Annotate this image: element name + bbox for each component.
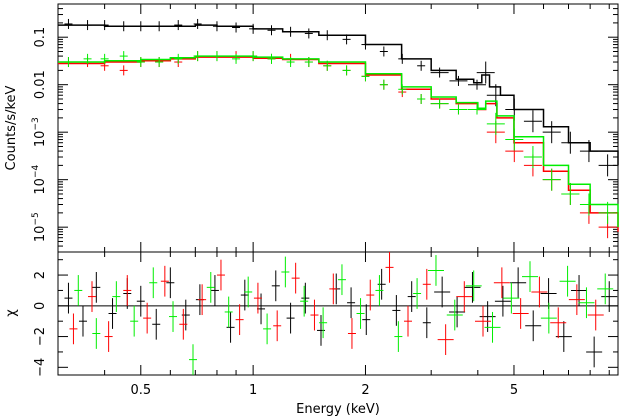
x-tick-label: 0.5 (130, 383, 151, 398)
residuals-axis-ticks: 2 0 −2 −4 0.5 1 2 5 (33, 252, 618, 398)
residuals-y-tick-label: 2 (33, 271, 48, 279)
x-tick-label: 1 (249, 383, 257, 398)
residuals-series-1 (69, 252, 604, 356)
residuals-y-axis-label: χ (4, 309, 19, 317)
spectrum-y-tick-label: 0.1 (33, 27, 48, 48)
residuals-series-0 (64, 267, 618, 368)
spectrum-y-axis-label: Counts/s/keV (4, 85, 19, 170)
spectrum-model-line-2 (58, 55, 619, 228)
spectrum-y-tick-label: 0.01 (33, 70, 48, 99)
spectrum-panel: 0.1 0.01 10−3 10−4 10−5 Counts/s/keV (4, 3, 619, 253)
spectrum-series-group (58, 18, 619, 239)
spectrum-axis-ticks: 0.1 0.01 10−3 10−4 10−5 (31, 3, 618, 253)
residuals-y-tick-label: −2 (33, 327, 48, 346)
spectrum-series-2 (58, 51, 619, 228)
spectrum-series-0 (58, 18, 619, 177)
spectrum-series-1 (58, 51, 619, 239)
spectrum-model-line-0 (58, 24, 619, 166)
spectrum-model-line-1 (58, 56, 619, 232)
residuals-y-tick-label: 0 (33, 302, 48, 310)
spectrum-y-tick-label: 10−4 (31, 165, 48, 195)
residuals-y-tick-label: −4 (33, 358, 48, 377)
residuals-panel-frame (57, 251, 619, 376)
spectrum-y-tick-label: 10−5 (31, 212, 48, 242)
x-tick-label: 5 (510, 383, 518, 398)
x-axis-label: Energy (keV) (296, 402, 380, 417)
residuals-panel: 2 0 −2 −4 0.5 1 2 5 χ Energy (keV) (4, 251, 619, 417)
residuals-series-group (64, 252, 618, 375)
residuals-series-2 (74, 255, 614, 375)
spectrum-panel-frame (57, 3, 619, 253)
x-tick-label: 2 (361, 383, 369, 398)
spectrum-y-tick-label: 10−3 (31, 117, 48, 147)
